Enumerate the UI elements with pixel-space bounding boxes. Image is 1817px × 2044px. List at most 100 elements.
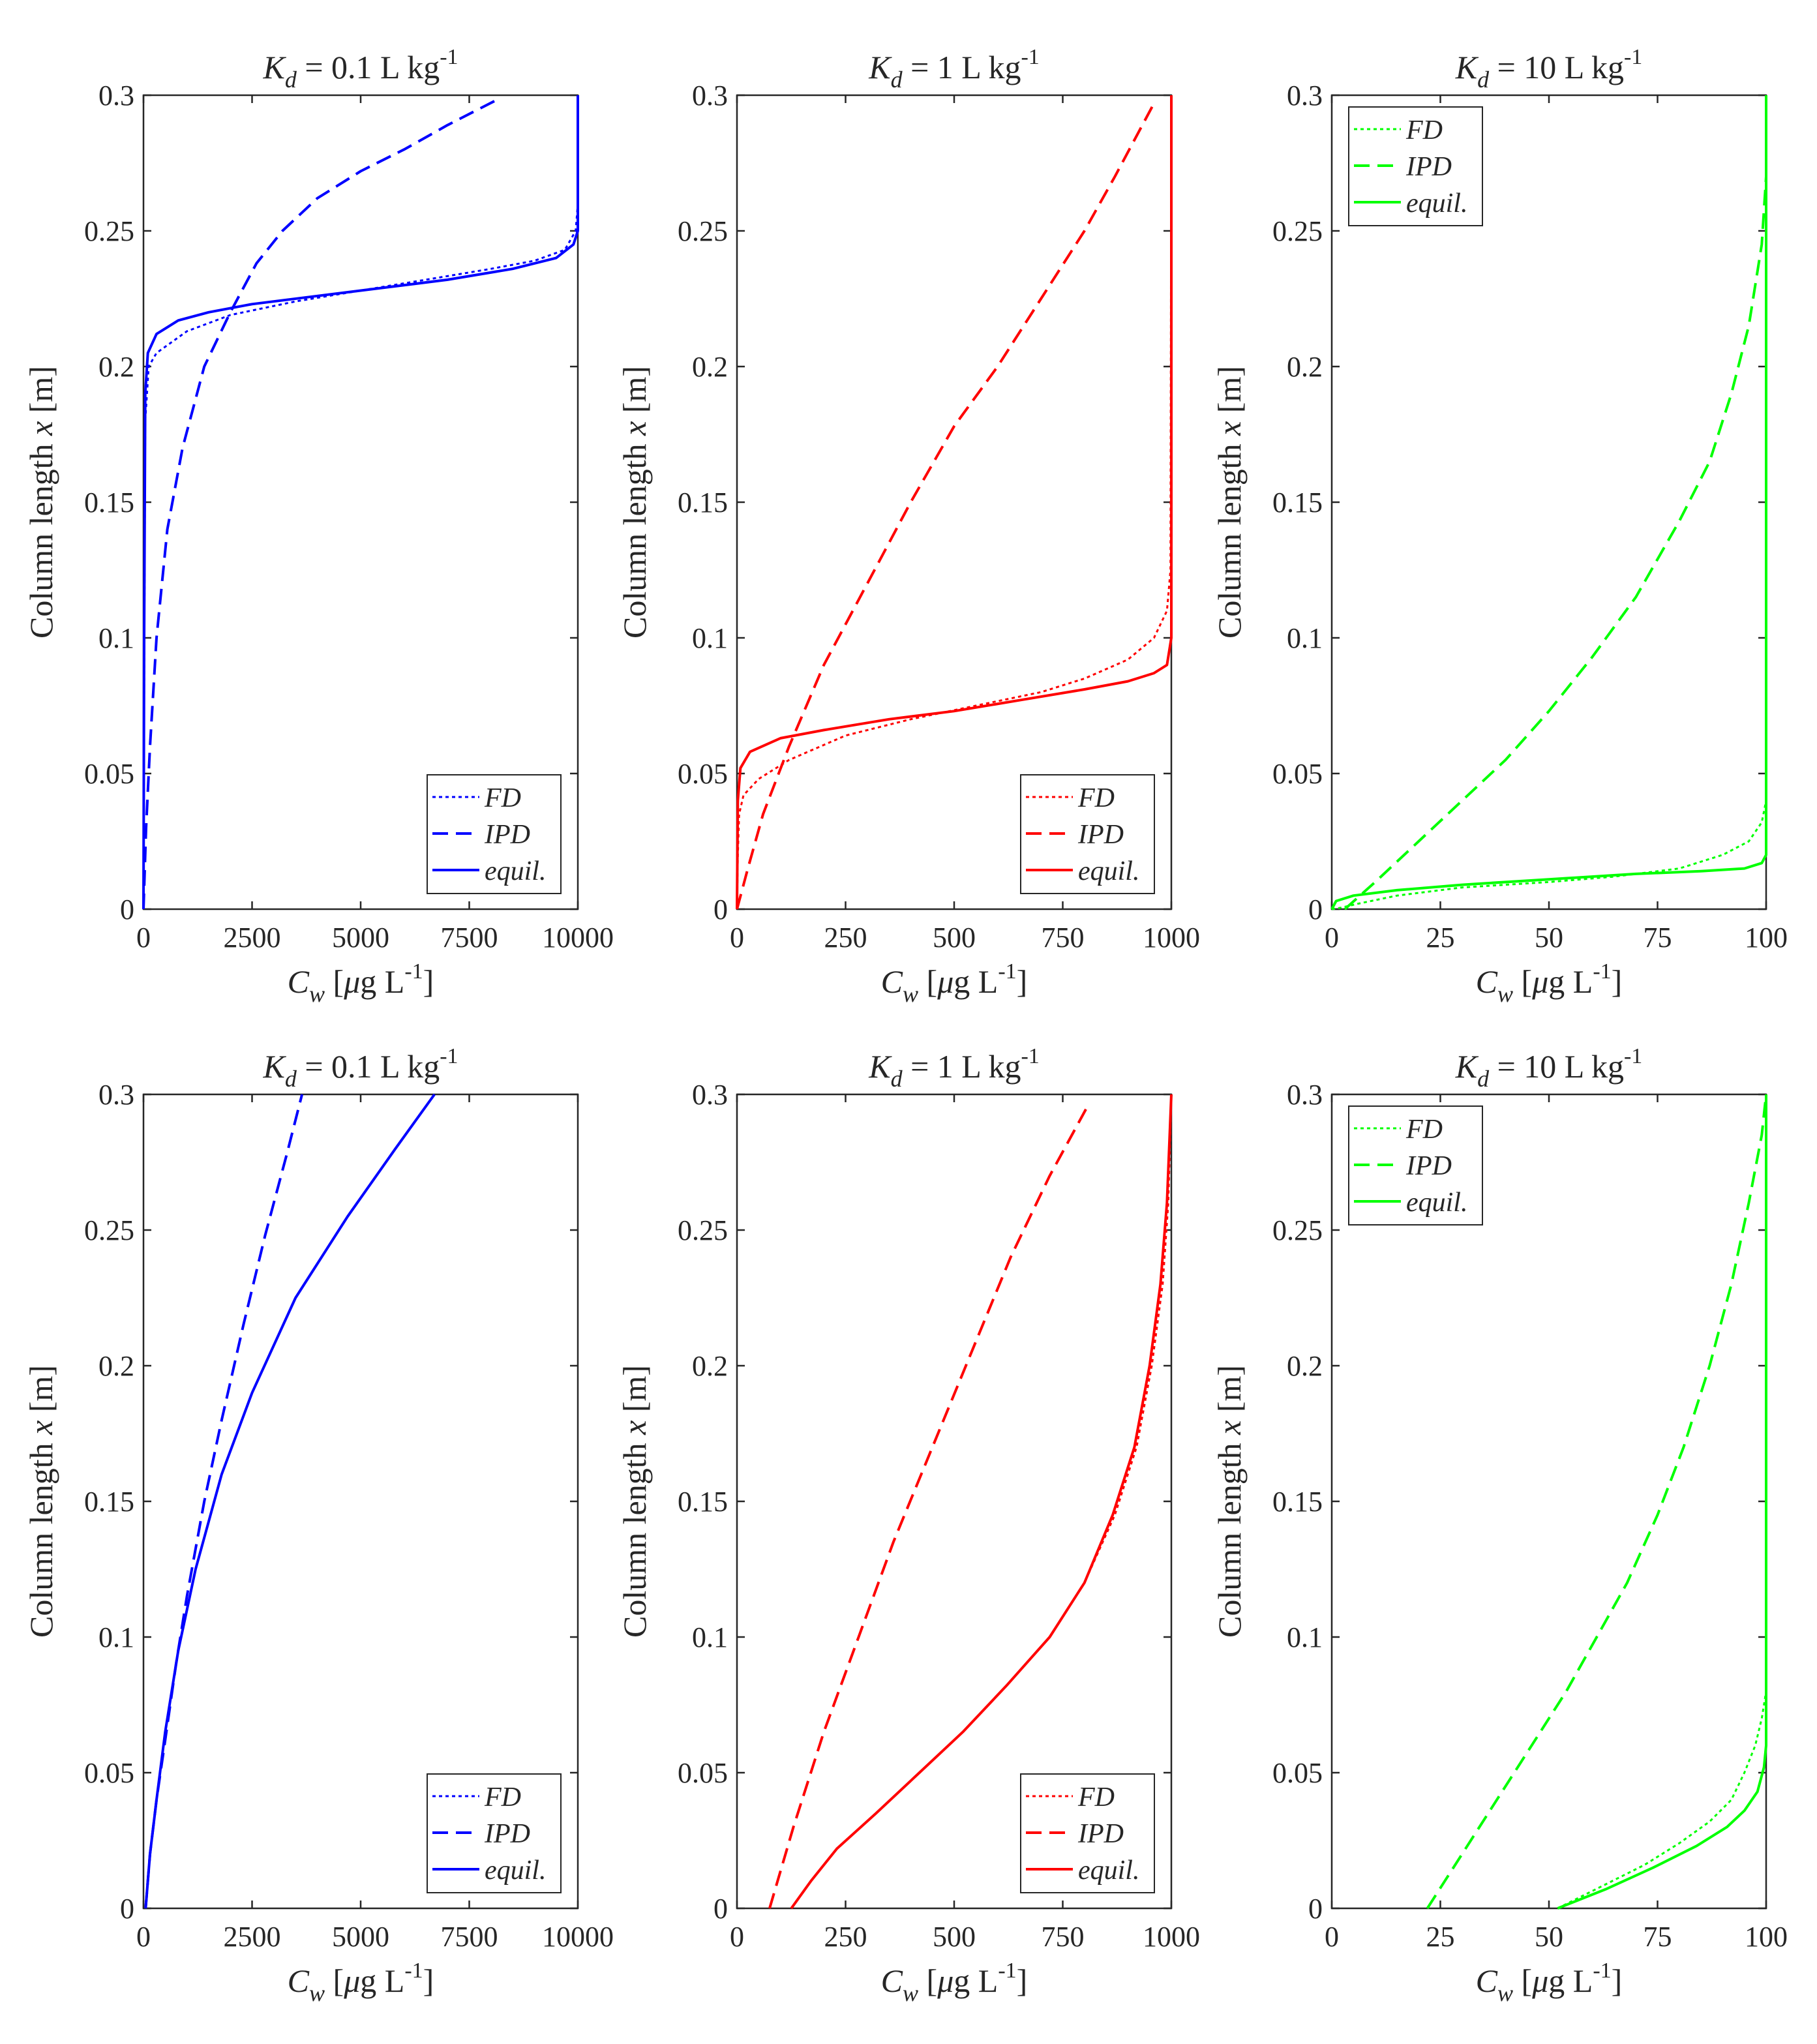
- x-axis-label-subscript: w: [309, 981, 325, 1007]
- x-axis-label-mu: μ: [1531, 1962, 1548, 1999]
- x-axis-label-mu: μ: [343, 1962, 360, 1999]
- x-axis-label-close: ]: [423, 1962, 434, 1999]
- series-fd-line: [1331, 95, 1767, 910]
- x-tick-label: 0: [136, 1921, 151, 1953]
- legend-label: IPD: [1405, 152, 1452, 182]
- x-tick-label: 0: [1325, 1921, 1339, 1953]
- x-axis-label-mu: μ: [937, 963, 954, 1000]
- legend: FD IPD equil.: [427, 1773, 562, 1893]
- axes-box: [142, 94, 579, 910]
- x-tick-label: 250: [824, 922, 867, 954]
- axes-box: [736, 1093, 1173, 1910]
- x-axis-label-close: ]: [1612, 963, 1623, 1000]
- y-tick-label: 0.3: [1287, 80, 1323, 112]
- y-tick-label: 0.2: [692, 1350, 728, 1382]
- title-exponent: -1: [1624, 45, 1642, 69]
- x-tick-label: 0: [1325, 922, 1339, 954]
- x-axis-label: Cw [μg L-1]: [288, 959, 434, 1007]
- x-tick-label: 500: [933, 1921, 976, 1953]
- y-tick-label: 0.15: [84, 487, 134, 519]
- x-axis-label-open: [: [918, 963, 937, 1000]
- chart-title: Kd = 10 L kg-1: [1455, 45, 1643, 93]
- x-tick-label: 0: [136, 922, 151, 954]
- y-axis-label-unit: [m]: [1211, 366, 1248, 421]
- legend-box: [1348, 1105, 1483, 1225]
- chart-4: 0 2500 5000 7500 10000 0 0.05 0.1 0.15 0.2 0.25 0.3…: [23, 1044, 614, 2006]
- x-tick-label: 750: [1042, 1921, 1085, 1953]
- chart-5: 0 250 500 750 1000 0 0.05 0.1 0.15 0.2 0.25 0.3 Kd =…: [616, 1044, 1200, 2006]
- y-tick-label: 0.3: [98, 80, 134, 112]
- legend-label: equil.: [485, 1856, 546, 1886]
- x-axis-label-exponent: -1: [1593, 1959, 1611, 1983]
- x-axis-label-open: [: [1513, 1962, 1532, 1999]
- series-equil-line: [1330, 95, 1767, 910]
- y-tick-label: 0: [1308, 1893, 1323, 1925]
- x-axis-label-subscript: w: [1497, 1980, 1513, 2006]
- x-tick-label: 10000: [542, 1921, 614, 1953]
- legend-label: FD: [1405, 115, 1443, 145]
- title-subscript: d: [285, 67, 297, 93]
- x-axis-label-open: [: [918, 1962, 937, 1999]
- y-tick-label: 0.05: [678, 758, 728, 790]
- y-axis-label: Column length x [m]: [1211, 366, 1248, 639]
- title-value: = 0.1 L kg: [297, 1048, 440, 1085]
- title-exponent: -1: [1021, 1044, 1039, 1068]
- title-exponent: -1: [440, 1044, 458, 1068]
- title-subscript: d: [285, 1066, 297, 1092]
- x-tick-label: 750: [1042, 922, 1085, 954]
- y-tick-label: 0.15: [678, 487, 728, 519]
- y-tick-label: 0.15: [678, 1486, 728, 1518]
- x-axis-label-close: ]: [1017, 963, 1028, 1000]
- y-axis-label: Column length x [m]: [1211, 1365, 1248, 1638]
- x-tick-label: 25: [1426, 922, 1455, 954]
- series-equil-line: [142, 95, 579, 910]
- x-tick-label: 2500: [224, 1921, 281, 1953]
- x-axis-label-subscript: w: [309, 1980, 325, 2006]
- x-tick-label: 1000: [1143, 922, 1200, 954]
- y-tick-label: 0.15: [1272, 487, 1323, 519]
- x-tick-label: 0: [730, 922, 744, 954]
- y-tick-label: 0.05: [1272, 1757, 1323, 1789]
- series-equil-line: [790, 1094, 1173, 1910]
- x-axis-label-mu: μ: [343, 963, 360, 1000]
- y-tick-label: 0.25: [678, 1214, 728, 1246]
- y-tick-label: 0.1: [98, 622, 134, 654]
- axes-box: [1330, 94, 1767, 910]
- title-subscript: d: [891, 1066, 903, 1092]
- y-tick-label: 0.3: [98, 1079, 134, 1111]
- legend-box: [1348, 106, 1483, 226]
- series-fd-line: [142, 95, 579, 910]
- legend-label: IPD: [1405, 1151, 1452, 1181]
- legend-label: FD: [1405, 1115, 1443, 1145]
- y-axis-label-unit: [m]: [23, 1365, 59, 1420]
- x-axis-label: Cw [μg L-1]: [1476, 959, 1623, 1007]
- series-equil-line: [144, 1093, 436, 1909]
- chart-title: Kd = 10 L kg-1: [1455, 1044, 1643, 1092]
- x-axis-label-unit: g L: [360, 963, 404, 1000]
- y-tick-label: 0.1: [1287, 1621, 1323, 1653]
- chart-2: 0 250 500 750 1000 0 0.05 0.1 0.15 0.2 0.25 0.3 Kd =…: [616, 45, 1200, 1007]
- x-tick-label: 2500: [224, 922, 281, 954]
- legend: FD IPD equil.: [1020, 774, 1155, 894]
- legend-box: [427, 774, 562, 894]
- y-axis-label-variable: x: [616, 1420, 653, 1435]
- x-axis-label-open: [: [325, 963, 344, 1000]
- title-exponent: -1: [440, 45, 458, 69]
- y-axis-label-unit: [m]: [23, 366, 59, 421]
- y-tick-label: 0.2: [692, 351, 728, 383]
- y-axis-label-unit: [m]: [1211, 1365, 1248, 1420]
- chart-6: 0 25 50 75 100 0 0.05 0.1 0.15 0.2 0.25 0.3 Kd = 10 …: [1211, 1044, 1788, 2006]
- x-tick-label: 5000: [332, 1921, 389, 1953]
- title-symbol: K: [262, 1048, 286, 1085]
- y-axis-label: Column length x [m]: [23, 1365, 59, 1638]
- y-tick-label: 0.05: [84, 1757, 134, 1789]
- chart-3: 0 25 50 75 100 0 0.05 0.1 0.15 0.2 0.25 0.3 Kd = 10 …: [1211, 45, 1788, 1007]
- y-axis-label-variable: x: [1211, 1420, 1248, 1435]
- title-subscript: d: [1477, 1066, 1490, 1092]
- y-tick-label: 0.05: [84, 758, 134, 790]
- y-axis-label-text: Column length: [616, 436, 653, 639]
- x-axis-label-mu: μ: [1531, 963, 1548, 1000]
- y-tick-label: 0.1: [692, 1621, 728, 1653]
- x-axis-label-open: [: [1513, 963, 1532, 1000]
- y-axis-label-variable: x: [1211, 421, 1248, 436]
